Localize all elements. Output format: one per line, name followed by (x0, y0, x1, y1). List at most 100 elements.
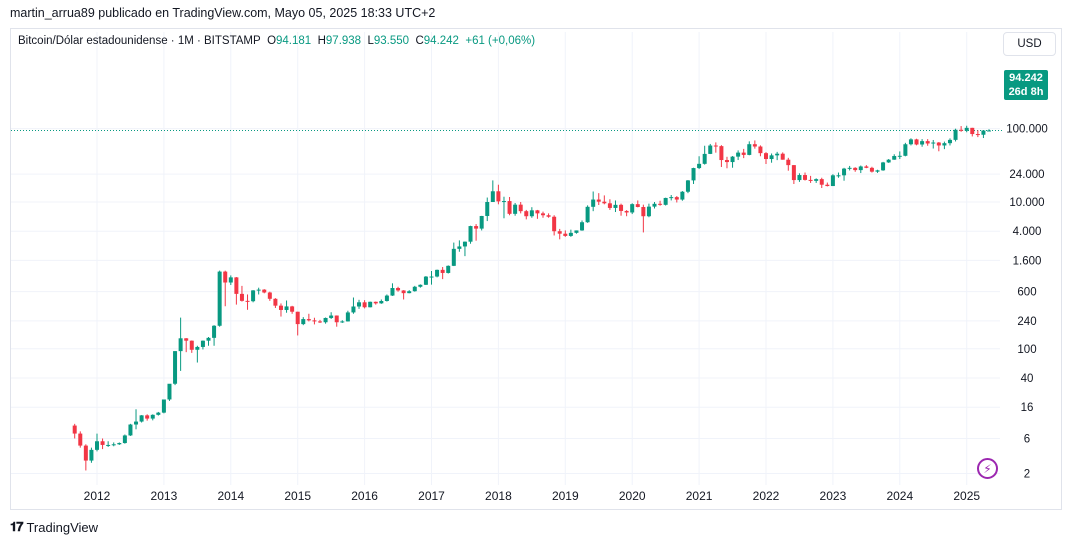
candle (931, 139, 936, 149)
candle (150, 414, 155, 421)
candle (624, 210, 629, 217)
candle-body (468, 226, 473, 242)
candle (691, 167, 696, 184)
candle-body (864, 166, 869, 168)
candle-body (462, 241, 467, 247)
candle-body (580, 222, 585, 231)
candle-body (641, 206, 646, 217)
candle-body (808, 179, 813, 181)
low-value: 93.550 (373, 35, 410, 47)
candle-body (719, 146, 724, 161)
candle (390, 283, 395, 296)
currency-button[interactable]: USD (1003, 32, 1056, 56)
candle-body (106, 444, 111, 446)
candle (100, 438, 105, 450)
open-value: 94.181 (276, 35, 312, 47)
candle-body (607, 203, 612, 208)
candle-body (206, 337, 211, 341)
candle-body (195, 346, 200, 350)
candle (407, 290, 412, 294)
candle (435, 269, 440, 278)
candle (847, 165, 852, 171)
candle-body (95, 441, 99, 450)
candle (747, 141, 752, 156)
lightning-bolt-icon[interactable]: ⚡ (977, 458, 998, 479)
close-label: C (415, 35, 424, 47)
candle (741, 148, 746, 159)
candle-body (886, 159, 891, 163)
candle (819, 177, 824, 189)
candle-body (708, 145, 713, 154)
tradingview-logo-icon: 𝟏𝟕 (10, 519, 24, 534)
candle-body (122, 435, 127, 444)
candle (223, 270, 228, 307)
candle-body (663, 197, 668, 205)
candle-body (803, 175, 808, 180)
candle (496, 184, 501, 205)
candle (775, 151, 780, 161)
candle-body (836, 175, 841, 177)
candle (619, 203, 624, 216)
candle-body (457, 246, 462, 249)
footer-branding: 𝟏𝟕 TradingView (10, 519, 98, 535)
candle-body (568, 232, 573, 236)
candle (730, 156, 735, 168)
candle (128, 423, 133, 436)
candle-body (72, 425, 77, 434)
candle-body (256, 289, 261, 291)
candle (975, 130, 980, 138)
candle-body (284, 306, 289, 310)
candle (284, 300, 289, 313)
candle (474, 224, 479, 241)
candle (697, 156, 702, 170)
candle-body (418, 284, 423, 287)
candle-body (724, 160, 729, 163)
candle-body (513, 204, 518, 214)
symbol-name[interactable]: Bitcoin/Dólar estadounidense · 1M · BITS… (18, 35, 261, 47)
candle-body (329, 315, 334, 318)
candle (89, 447, 94, 463)
brand-name: TradingView (26, 519, 99, 535)
candle (764, 152, 768, 165)
candle-body (747, 144, 752, 155)
candle (836, 172, 841, 178)
candle (301, 317, 306, 326)
candle-body (680, 191, 685, 200)
candle-body (390, 288, 395, 296)
y-tick-label: 600 (1017, 287, 1036, 299)
candle (446, 265, 451, 274)
candle (652, 202, 657, 209)
candle (752, 140, 757, 149)
candle-body (184, 338, 189, 341)
candle (106, 441, 111, 447)
x-tick-label: 2020 (619, 489, 646, 503)
candle-body (964, 127, 969, 131)
x-tick-label: 2024 (886, 489, 913, 503)
grid-lines (11, 32, 1000, 485)
candle-body (150, 414, 155, 419)
candle-body (959, 129, 964, 131)
candle-body (239, 293, 244, 301)
candle-body (914, 139, 919, 145)
candle-body (758, 146, 763, 154)
candle (295, 311, 300, 336)
candle-body (278, 305, 283, 310)
candle-body (702, 153, 707, 164)
candle (518, 202, 523, 214)
candle-body (379, 300, 384, 304)
candle (278, 303, 283, 317)
candle (585, 205, 590, 223)
candle-body (546, 215, 551, 217)
candle (574, 230, 579, 234)
candle (897, 151, 902, 160)
candle (173, 351, 178, 386)
candle (251, 290, 256, 303)
x-tick-label: 2019 (552, 489, 579, 503)
close-value: 94.242 (423, 35, 459, 47)
open-label: O (267, 35, 277, 47)
candle (401, 290, 406, 300)
candle-body (111, 444, 116, 446)
candle (674, 196, 679, 203)
candle-body (557, 231, 562, 234)
